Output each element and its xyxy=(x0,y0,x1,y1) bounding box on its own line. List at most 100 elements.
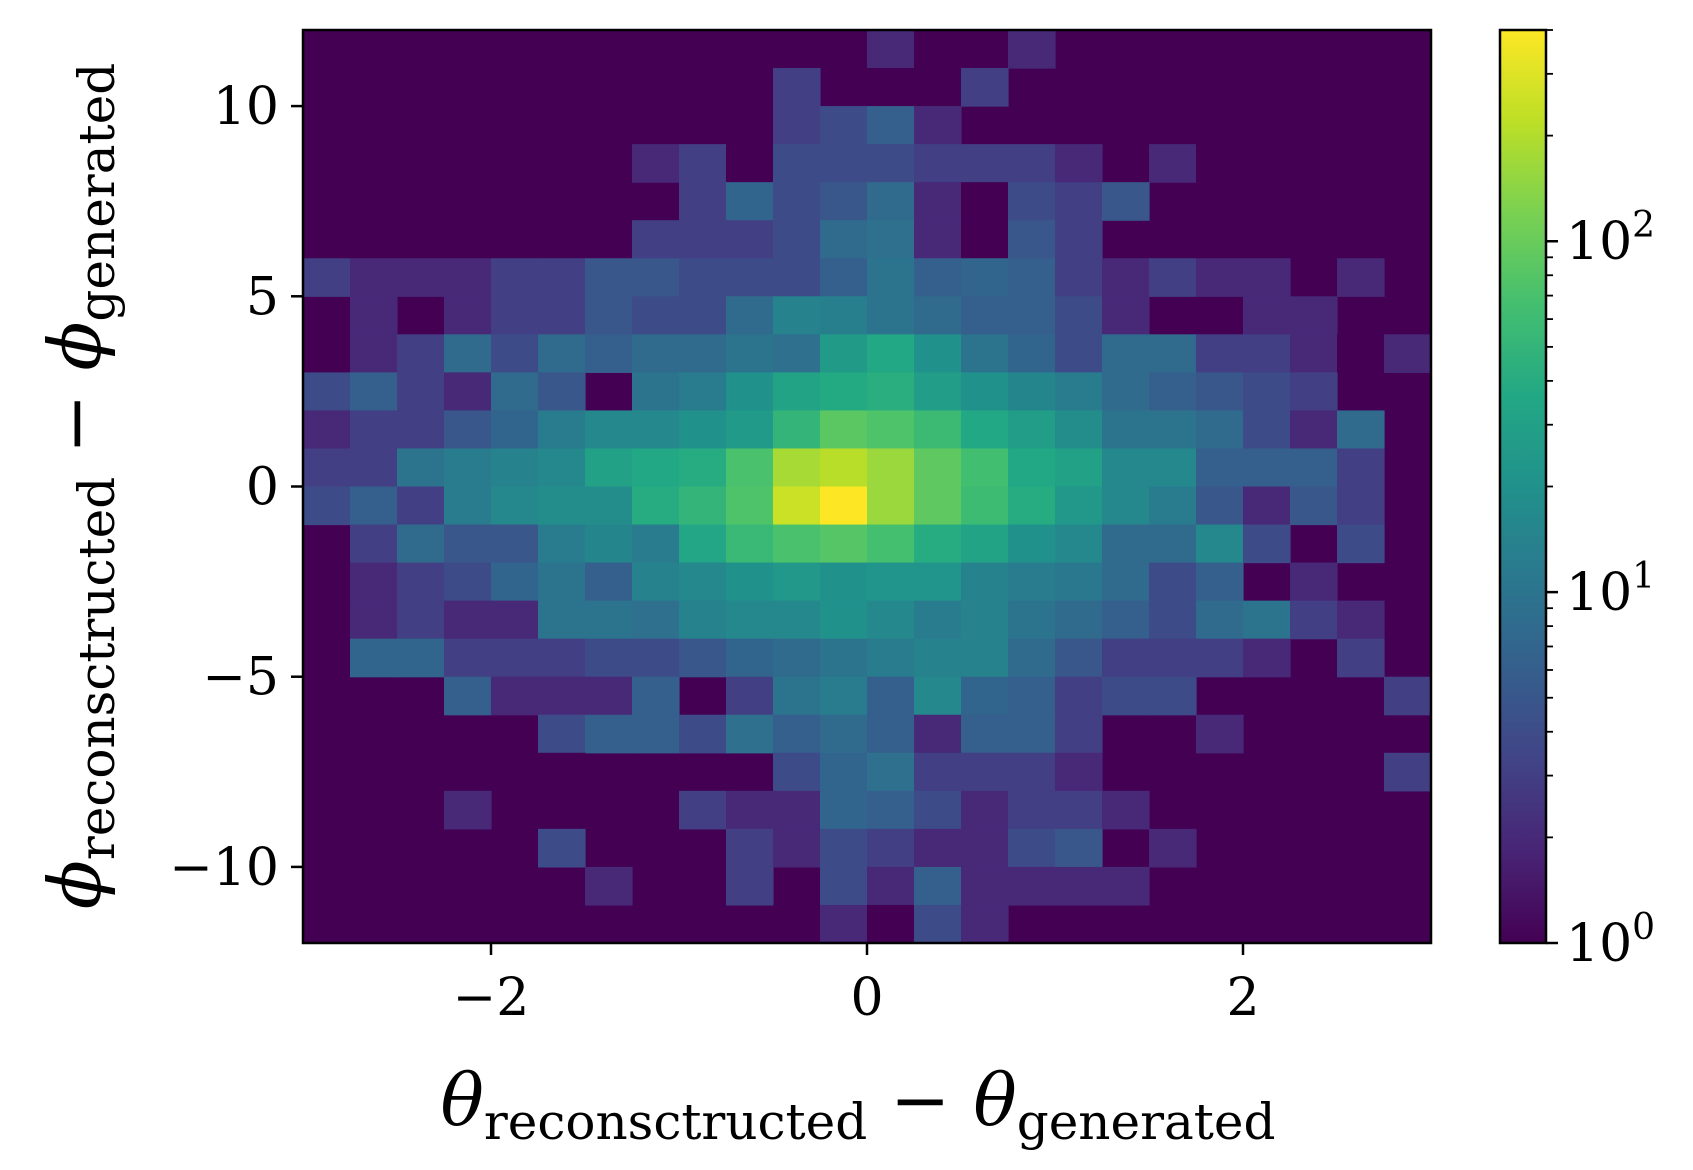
histogram-bin xyxy=(914,600,962,640)
colorbar-tick-label: 101 xyxy=(1566,556,1655,623)
histogram-bin xyxy=(1008,258,1056,297)
y-label-minus: − xyxy=(33,371,117,477)
y-label-symbol: ϕ xyxy=(33,860,117,909)
histogram-bin xyxy=(1055,258,1103,297)
histogram-bin xyxy=(1149,68,1197,107)
histogram-bin xyxy=(538,448,586,488)
histogram-bin xyxy=(1290,600,1338,640)
histogram-bin xyxy=(1149,524,1197,564)
histogram-bin xyxy=(491,676,539,716)
histogram-bin xyxy=(679,638,727,678)
histogram-bin xyxy=(773,106,821,145)
histogram-bin xyxy=(585,714,633,754)
histogram-bin xyxy=(1055,866,1103,906)
histogram-bin xyxy=(1384,752,1432,792)
histogram-bin xyxy=(397,334,445,373)
histogram-bin xyxy=(726,258,774,297)
histogram-bin xyxy=(350,334,398,373)
histogram-bin xyxy=(726,410,774,450)
histogram-bin xyxy=(726,676,774,716)
histogram-bin xyxy=(350,524,398,564)
histogram-bin xyxy=(1008,486,1056,526)
histogram-bin xyxy=(820,182,868,221)
histogram-bin xyxy=(1008,828,1056,868)
histogram-bin xyxy=(867,30,915,69)
histogram-bin xyxy=(444,372,492,412)
histogram-bin xyxy=(820,296,868,335)
histogram-bin xyxy=(679,410,727,450)
histogram-bin xyxy=(679,296,727,335)
histogram-bin xyxy=(961,448,1009,488)
histogram-bin xyxy=(820,372,868,412)
histogram-bin xyxy=(491,410,539,450)
histogram-bin xyxy=(444,638,492,678)
histogram-bin xyxy=(914,30,962,69)
histogram-bin xyxy=(773,30,821,69)
histogram-bin xyxy=(538,486,586,526)
histogram-bin xyxy=(1008,182,1056,221)
x-axis-label: θreconsctructed − θgenerated xyxy=(441,1058,1276,1151)
histogram-bin xyxy=(773,334,821,373)
histogram-bin xyxy=(1008,562,1056,602)
histogram-bin xyxy=(491,372,539,412)
histogram-bin xyxy=(1008,410,1056,450)
histogram-bin xyxy=(1055,600,1103,640)
histogram-bin xyxy=(1196,448,1244,488)
colorbar-tick-label: 100 xyxy=(1566,907,1655,974)
histogram-bin xyxy=(444,486,492,526)
colorbar-tick-base: 10 xyxy=(1566,563,1632,623)
histogram-bin xyxy=(350,600,398,640)
histogram-bin xyxy=(1196,562,1244,602)
histogram-bin xyxy=(914,220,962,259)
histogram-bin xyxy=(1149,562,1197,602)
histogram-bin xyxy=(1337,600,1385,640)
histogram-bin xyxy=(726,524,774,564)
histogram-bin xyxy=(538,258,586,297)
histogram-bin xyxy=(1149,144,1197,183)
histogram-bin xyxy=(867,182,915,221)
histogram-bin xyxy=(350,562,398,602)
histogram-bin xyxy=(1243,486,1291,526)
histogram-bin xyxy=(867,410,915,450)
histogram-bin xyxy=(1055,182,1103,221)
histogram-bin xyxy=(820,524,868,564)
histogram-bin xyxy=(961,828,1009,868)
histogram-bin xyxy=(914,714,962,754)
histogram-bin xyxy=(444,524,492,564)
histogram-bin xyxy=(1290,410,1338,450)
histogram-bin xyxy=(820,334,868,373)
histogram-bin xyxy=(1196,524,1244,564)
histogram-bin xyxy=(914,866,962,906)
histogram-bin xyxy=(773,828,821,868)
histogram-bin xyxy=(303,372,351,412)
histogram-bin xyxy=(1149,486,1197,526)
histogram-bin xyxy=(820,866,868,906)
histogram-bin xyxy=(491,220,539,259)
histogram-bin xyxy=(397,562,445,602)
histogram-bin xyxy=(1149,676,1197,716)
histogram-bin xyxy=(679,600,727,640)
histogram-bin xyxy=(1196,486,1244,526)
histogram-bin xyxy=(1243,334,1291,373)
histogram-bin xyxy=(867,638,915,678)
histogram-bin xyxy=(726,600,774,640)
histogram-bin xyxy=(773,144,821,183)
histogram-bin xyxy=(773,410,821,450)
histogram-bin xyxy=(867,676,915,716)
histogram-bin xyxy=(914,258,962,297)
histogram-bin xyxy=(491,296,539,335)
histogram-bin xyxy=(538,296,586,335)
histogram-bin xyxy=(585,296,633,335)
histogram-bin xyxy=(1008,752,1056,792)
histogram-bin xyxy=(914,638,962,678)
histogram-bin xyxy=(867,524,915,564)
histogram-bin xyxy=(1149,600,1197,640)
histogram-bin xyxy=(491,524,539,564)
histogram-bin xyxy=(491,448,539,488)
histogram-bin xyxy=(867,334,915,373)
histogram-bin xyxy=(632,410,680,450)
histogram-bin xyxy=(820,638,868,678)
histogram-bin xyxy=(1008,30,1056,69)
histogram-bin xyxy=(1243,372,1291,412)
histogram-bin xyxy=(914,790,962,830)
